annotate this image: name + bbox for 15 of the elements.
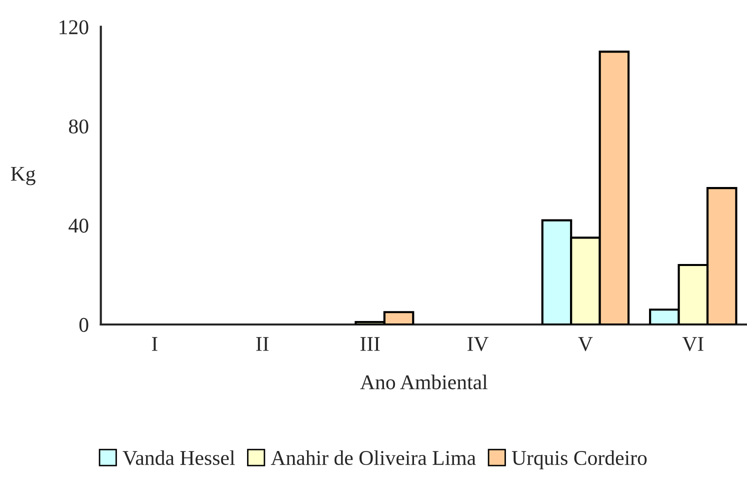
x-tick-label: V bbox=[578, 337, 593, 352]
legend-label: Urquis Cordeiro bbox=[512, 450, 647, 470]
y-axis-title: Kg bbox=[10, 166, 36, 186]
y-tick-label: 0 bbox=[79, 318, 88, 332]
legend-label: Anahir de Oliveira Lima bbox=[270, 450, 476, 466]
x-tick-label: IV bbox=[468, 337, 489, 352]
x-axis-title: Ano Ambiental bbox=[360, 374, 488, 390]
x-tick-label: III bbox=[360, 337, 380, 351]
y-tick-label: 120 bbox=[60, 20, 88, 34]
x-tick-label: VI bbox=[682, 337, 704, 352]
legend-label: Vanda Hessel bbox=[122, 450, 235, 466]
x-tick-label: II bbox=[256, 337, 269, 351]
x-tick-label: I bbox=[152, 337, 158, 351]
y-tick-label: 80 bbox=[69, 119, 88, 134]
y-tick-label: 40 bbox=[68, 218, 88, 233]
